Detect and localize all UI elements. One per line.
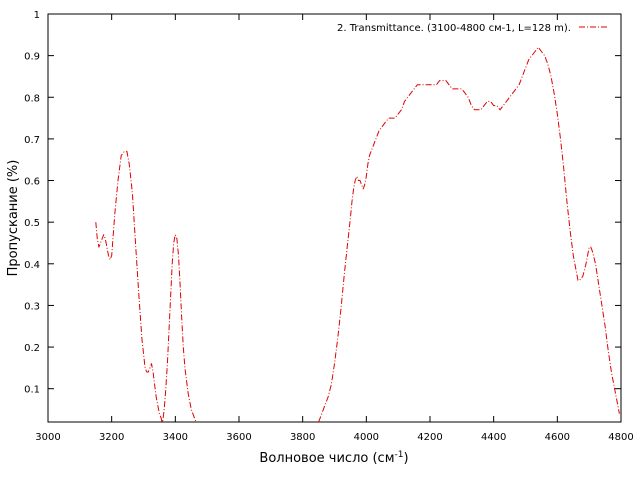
- series-layer: [95, 46, 620, 423]
- y-tick-label: 0.9: [24, 52, 40, 63]
- legend: 2. Transmittance. (3100-4800 см-1, L=128…: [337, 23, 607, 34]
- x-axis-title-main: Волновое число (см: [259, 451, 394, 466]
- y-tick-label: 0.8: [24, 93, 40, 104]
- x-tick-label: 3200: [99, 432, 124, 443]
- y-tick-label: 0.1: [24, 385, 40, 396]
- x-axis-title-superscript: -1: [395, 450, 404, 460]
- series-line: [318, 46, 620, 423]
- x-tick-label: 3400: [163, 432, 188, 443]
- y-tick-label: 0.6: [24, 177, 40, 188]
- x-tick-label: 4400: [481, 432, 506, 443]
- x-tick-label: 3000: [35, 432, 60, 443]
- ticks: [47, 13, 622, 422]
- x-axis-title-close: ): [403, 451, 408, 466]
- y-tick-label: 1: [34, 10, 40, 21]
- x-axis-title: Волновое число (см-1): [259, 450, 408, 466]
- tick-labels: 3000 3200 3400 3600 3800 4000 4200 4400 4600 4800…: [24, 10, 634, 443]
- plot-frame: [47, 13, 622, 423]
- x-tick-label: 3600: [226, 432, 251, 443]
- y-axis-title: Пропускание (%): [6, 160, 21, 277]
- x-tick-label: 3800: [290, 432, 315, 443]
- y-tick-label: 0.2: [24, 343, 40, 354]
- y-tick-label: 0.4: [24, 260, 40, 271]
- y-tick-label: 0.3: [24, 301, 40, 312]
- y-tick-label: 0.5: [24, 218, 40, 229]
- x-tick-label: 4600: [545, 432, 570, 443]
- legend-label: 2. Transmittance. (3100-4800 см-1, L=128…: [337, 23, 571, 34]
- x-tick-label: 4200: [417, 432, 442, 443]
- series-line: [95, 150, 197, 423]
- y-tick-label: 0.7: [24, 135, 40, 146]
- x-tick-label: 4800: [608, 432, 633, 443]
- x-tick-label: 4000: [354, 432, 379, 443]
